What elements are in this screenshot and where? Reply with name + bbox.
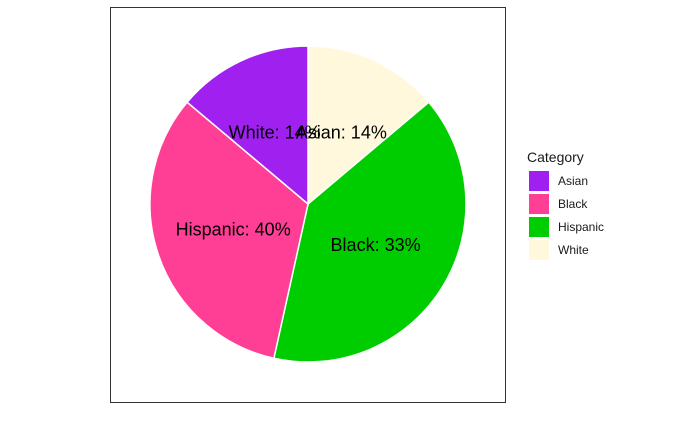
legend-label-white: White bbox=[558, 243, 589, 257]
slice-label: Black: 33% bbox=[331, 235, 421, 255]
slice-label: Hispanic: 40% bbox=[176, 219, 291, 239]
legend: Category Asian Black Hispanic White bbox=[527, 149, 604, 260]
legend-title: Category bbox=[527, 149, 584, 165]
slice-label: Asian: 14% bbox=[296, 122, 387, 142]
legend-key-black bbox=[529, 194, 549, 214]
legend-items: Asian Black Hispanic White bbox=[529, 171, 604, 260]
legend-key-asian bbox=[529, 171, 549, 191]
slice-label: White: 14% bbox=[229, 122, 321, 142]
pie-slices bbox=[149, 45, 467, 363]
legend-key-hispanic bbox=[529, 217, 549, 237]
pie-slice-white bbox=[307, 45, 430, 206]
legend-label-hispanic: Hispanic bbox=[558, 220, 604, 234]
pie-slice-black bbox=[149, 101, 309, 360]
legend-label-black: Black bbox=[558, 197, 588, 211]
slice-labels: Asian: 14% Black: 33% Hispanic: 40% White: … bbox=[176, 122, 421, 255]
pie-slice-asian bbox=[186, 45, 309, 206]
legend-key-white bbox=[529, 240, 549, 260]
pie-slice-hispanic bbox=[272, 101, 467, 363]
legend-label-asian: Asian bbox=[558, 174, 588, 188]
